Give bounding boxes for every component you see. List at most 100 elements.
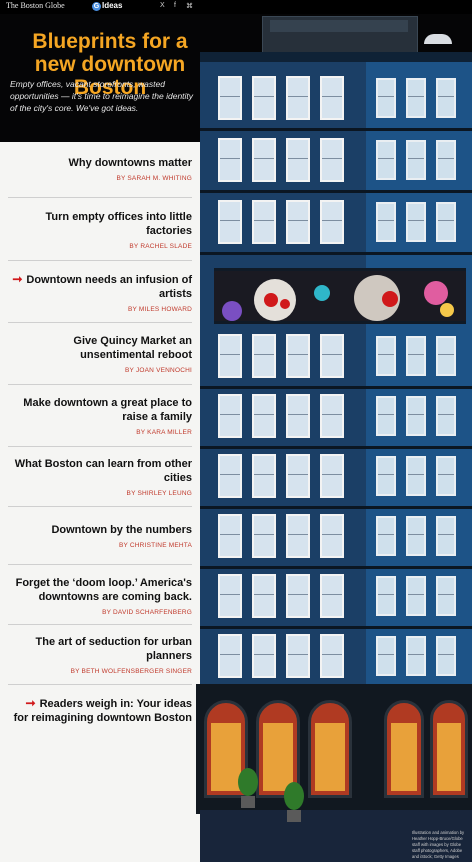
floor-cornice [200,252,472,255]
divider [8,564,192,565]
article-link-raise-a-family[interactable]: Make downtown a great place to raise a f… [8,396,192,436]
article-headline: Give Quincy Market an unsentimental rebo… [73,335,192,361]
building-window [436,336,456,376]
building-window [320,454,344,498]
potted-plant-icon [284,782,304,810]
building-window [436,78,456,118]
building-window [376,202,396,242]
article-link-quincy-market[interactable]: Give Quincy Market an unsentimental rebo… [8,334,192,374]
building-window [320,200,344,244]
building-window [320,514,344,558]
building-window [320,574,344,618]
plant-pot [241,796,255,808]
page-subtitle: Empty offices, vacant storefronts, waste… [10,79,194,113]
divider [8,506,192,507]
building-window [252,514,276,558]
building-window [286,514,310,558]
building-window [320,76,344,120]
building-window [436,636,456,676]
article-link-readers-weigh-in[interactable]: ➞ Readers weigh in: Your ideas for reimag… [8,696,192,725]
building-window [320,394,344,438]
article-byline: BY DAVID SCHARFENBERG [102,609,192,616]
facebook-share-icon[interactable]: f [174,2,176,9]
floor-cornice [200,506,472,509]
potted-plant-icon [238,768,258,796]
building-window [286,634,310,678]
building-window [252,394,276,438]
building-window [218,76,242,120]
article-headline: Downtown needs an infusion of artists [26,274,192,300]
floor-cornice [200,566,472,569]
building-window [376,396,396,436]
building-window [436,396,456,436]
article-byline: BY KARA MILLER [136,429,192,436]
building-window [376,140,396,180]
artist-mural-floor [214,268,466,324]
page-title: Blueprints for a new downtown Boston [32,30,188,99]
building-window [436,456,456,496]
building-window [436,140,456,180]
divider [8,446,192,447]
building-window [218,574,242,618]
building-window [286,76,310,120]
building-window [252,634,276,678]
building-window [252,454,276,498]
storefront-arch-window [204,700,248,798]
article-link-empty-offices[interactable]: Turn empty offices into little factories… [8,210,192,250]
article-link-doom-loop[interactable]: Forget the ‘doom loop.’ America's downto… [8,576,192,616]
building-window [286,138,310,182]
building-window [218,138,242,182]
article-link-by-the-numbers[interactable]: Downtown by the numbers BY CHRISTINE MEH… [8,523,192,549]
building-window [218,514,242,558]
article-link-why-downtowns-matter[interactable]: Why downtowns matter BY SARAH M. WHITING [8,156,192,182]
building-window [406,336,426,376]
ideas-label: Ideas [102,1,123,10]
building-window [320,634,344,678]
x-share-icon[interactable]: X [160,2,165,9]
divider [8,260,192,261]
article-link-infusion-of-artists[interactable]: ➞ Downtown needs an infusion of artists B… [8,272,192,313]
plant-pot [287,810,301,822]
paint-splash [440,303,454,317]
building-window [218,200,242,244]
building-window [320,334,344,378]
building-window [406,456,426,496]
paint-splash [314,285,330,301]
building-window [286,394,310,438]
divider [8,322,192,323]
article-link-learn-from-other-cities[interactable]: What Boston can learn from other cities … [8,457,192,497]
floor-cornice [200,386,472,389]
floor-cornice [200,446,472,449]
ideas-section-link[interactable]: G Ideas [92,1,122,11]
article-byline: BY SHIRLEY LEUNG [126,490,192,497]
globe-logo[interactable]: The Boston Globe [6,1,65,10]
article-headline: Why downtowns matter [68,157,192,169]
divider [8,197,192,198]
article-headline: What Boston can learn from other cities [14,458,192,484]
article-byline: BY RACHEL SLADE [129,243,192,250]
building-window [252,334,276,378]
umbrella-icon [424,34,452,44]
current-article-arrow-icon: ➞ [25,696,36,710]
divider [8,684,192,685]
building-window [218,454,242,498]
building-window [376,576,396,616]
article-link-art-of-seduction[interactable]: The art of seduction for urban planners … [8,635,192,675]
doll-eye-icon [280,299,290,309]
building-window [286,334,310,378]
article-headline-row: ➞ Readers weigh in: Your ideas for reimag… [8,696,192,725]
building-window [218,634,242,678]
article-headline: Downtown by the numbers [51,524,192,536]
street-ground [200,810,472,862]
building-window [406,636,426,676]
building-window [406,78,426,118]
building-window [406,396,426,436]
floor-cornice [200,190,472,193]
floor-cornice [200,128,472,131]
article-headline: Turn empty offices into little factories [45,211,192,237]
building-window [218,334,242,378]
building-window [376,336,396,376]
window-glow [263,723,293,791]
link-share-icon[interactable]: ⌘ [186,3,193,10]
building-window [286,454,310,498]
